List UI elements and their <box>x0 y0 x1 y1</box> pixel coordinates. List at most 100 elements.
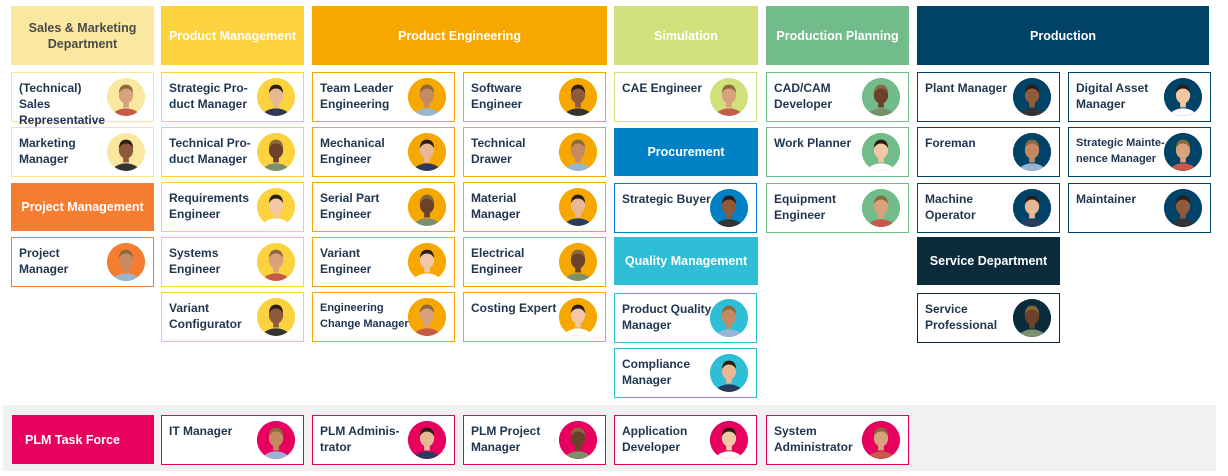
role-card-plm-project-mgr[interactable]: PLM Project Manager <box>463 415 606 465</box>
person-avatar-icon <box>408 188 446 226</box>
role-card-it-mgr[interactable]: IT Manager <box>161 415 304 465</box>
role-card-variant-eng[interactable]: Variant Engineer <box>312 237 455 287</box>
person-avatar-icon <box>1013 78 1051 116</box>
role-card-strategic-buyer[interactable]: Strategic Buyer <box>614 183 757 233</box>
role-title: Mechanical Engineer <box>320 136 385 166</box>
role-title: Material Manager <box>471 191 521 221</box>
person-avatar-icon <box>1013 133 1051 171</box>
role-title: Plant Manager <box>925 81 1008 95</box>
person-avatar-icon <box>1164 189 1202 227</box>
person-avatar-icon <box>257 133 295 171</box>
header-production-planning: Production Planning <box>766 6 909 65</box>
person-avatar-icon <box>710 78 748 116</box>
role-card-maintainer[interactable]: Maintainer <box>1068 183 1211 233</box>
role-card-project-mgr[interactable]: Project Manager <box>11 237 154 287</box>
role-card-technical-pm[interactable]: Technical Pro-duct Manager <box>161 127 304 177</box>
role-card-compliance-mgr[interactable]: Compliance Manager <box>614 348 757 398</box>
role-card-electrical-eng[interactable]: Electrical Engineer <box>463 237 606 287</box>
person-avatar-icon <box>257 243 295 281</box>
person-avatar-icon <box>710 189 748 227</box>
role-title: Engineering Change Manager <box>320 302 409 330</box>
role-title: Work Planner <box>774 136 852 150</box>
role-title: Strategic Pro-duct Manager <box>169 81 248 111</box>
header-service-department: Service Department <box>917 237 1060 285</box>
role-title: Electrical Engineer <box>471 246 525 276</box>
person-avatar-icon <box>710 354 748 392</box>
header-project-management: Project Management <box>11 183 154 231</box>
role-title: Project Manager <box>19 246 69 276</box>
role-title: Equipment Engineer <box>774 192 836 222</box>
person-avatar-icon <box>107 133 145 171</box>
role-title: Maintainer <box>1076 192 1137 206</box>
role-card-technical-drawer[interactable]: Technical Drawer <box>463 127 606 177</box>
role-card-machine-operator[interactable]: Machine Operator <box>917 183 1060 233</box>
role-card-software-eng[interactable]: Software Engineer <box>463 72 606 122</box>
person-avatar-icon <box>408 243 446 281</box>
role-card-work-planner[interactable]: Work Planner <box>766 127 909 177</box>
person-avatar-icon <box>559 78 597 116</box>
person-avatar-icon <box>559 421 597 459</box>
person-avatar-icon <box>862 421 900 459</box>
header-quality-management: Quality Management <box>614 237 758 285</box>
role-title: Software Engineer <box>471 81 523 111</box>
role-card-requirements-eng[interactable]: Requirements Engineer <box>161 182 304 232</box>
role-title: Marketing Manager <box>19 136 76 166</box>
role-card-marketing-mgr[interactable]: Marketing Manager <box>11 127 154 177</box>
role-card-service-professional[interactable]: Service Professional <box>917 293 1060 343</box>
role-card-mechanical-eng[interactable]: Mechanical Engineer <box>312 127 455 177</box>
role-title: Variant Configurator <box>169 301 242 331</box>
role-title: CAD/CAM Developer <box>774 81 833 111</box>
role-card-serial-part-eng[interactable]: Serial Part Engineer <box>312 182 455 232</box>
person-avatar-icon <box>862 189 900 227</box>
role-card-sales-rep[interactable]: (Technical) Sales Representative <box>11 72 154 127</box>
person-avatar-icon <box>1013 299 1051 337</box>
person-avatar-icon <box>559 243 597 281</box>
role-title: Technical Drawer <box>471 136 526 166</box>
role-title: Digital Asset Manager <box>1076 81 1149 111</box>
role-card-strategic-pm[interactable]: Strategic Pro-duct Manager <box>161 72 304 122</box>
role-card-plm-admin[interactable]: PLM Adminis-trator <box>312 415 455 465</box>
person-avatar-icon <box>257 421 295 459</box>
role-card-equipment-eng[interactable]: Equipment Engineer <box>766 183 909 233</box>
role-title: Machine Operator <box>925 192 976 222</box>
role-title: Compliance Manager <box>622 357 691 387</box>
role-title: Foreman <box>925 136 976 150</box>
role-card-material-mgr[interactable]: Material Manager <box>463 182 606 232</box>
role-card-costing-expert[interactable]: Costing Expert <box>463 292 606 342</box>
person-avatar-icon <box>710 421 748 459</box>
person-avatar-icon <box>257 78 295 116</box>
person-avatar-icon <box>408 421 446 459</box>
role-title: PLM Project Manager <box>471 424 541 454</box>
role-card-team-leader[interactable]: Team Leader Engineering <box>312 72 455 122</box>
person-avatar-icon <box>107 78 145 116</box>
person-avatar-icon <box>107 243 145 281</box>
role-card-app-dev[interactable]: Application Developer <box>614 415 757 465</box>
person-avatar-icon <box>1164 78 1202 116</box>
role-card-eng-change-mgr[interactable]: Engineering Change Manager <box>312 292 455 342</box>
header-simulation: Simulation <box>614 6 758 65</box>
role-title: IT Manager <box>169 424 233 438</box>
person-avatar-icon <box>408 298 446 336</box>
header-sales-marketing: Sales & Marketing Department <box>11 6 154 65</box>
role-card-systems-eng[interactable]: Systems Engineer <box>161 237 304 287</box>
role-card-variant-config[interactable]: Variant Configurator <box>161 292 304 342</box>
person-avatar-icon <box>862 133 900 171</box>
person-avatar-icon <box>559 133 597 171</box>
role-card-plant-mgr[interactable]: Plant Manager <box>917 72 1060 122</box>
role-title: Variant Engineer <box>320 246 372 276</box>
role-card-strategic-maint-mgr[interactable]: Strategic Mainte-nence Manager <box>1068 127 1211 177</box>
role-card-cae-eng[interactable]: CAE Engineer <box>614 72 757 122</box>
role-title: System Administrator <box>774 424 853 454</box>
person-avatar-icon <box>408 78 446 116</box>
role-card-product-quality-mgr[interactable]: Product Quality Manager <box>614 293 757 343</box>
role-title: Product Quality Manager <box>622 302 712 332</box>
role-title: Systems Engineer <box>169 246 221 276</box>
role-card-cadcam-dev[interactable]: CAD/CAM Developer <box>766 72 909 122</box>
person-avatar-icon <box>559 188 597 226</box>
role-card-digital-asset-mgr[interactable]: Digital Asset Manager <box>1068 72 1211 122</box>
role-title: PLM Adminis-trator <box>320 424 400 454</box>
role-card-foreman[interactable]: Foreman <box>917 127 1060 177</box>
person-avatar-icon <box>408 133 446 171</box>
person-avatar-icon <box>1013 189 1051 227</box>
role-card-sys-admin[interactable]: System Administrator <box>766 415 909 465</box>
